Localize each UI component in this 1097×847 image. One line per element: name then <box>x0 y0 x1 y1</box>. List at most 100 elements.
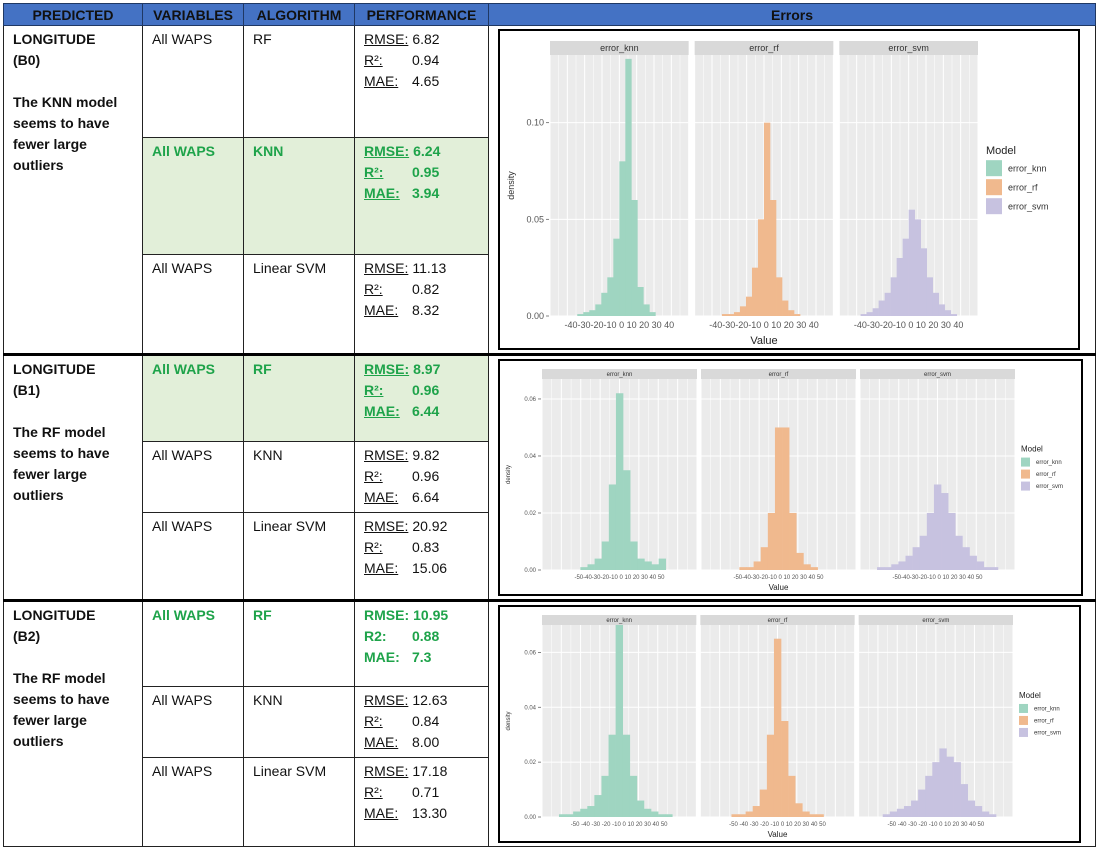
table-row: All WAPS Linear SVM RMSE: 20.92 R²: 0.83 MAE: 1… <box>4 511 1096 602</box>
histogram-bar <box>601 292 608 316</box>
histogram-bar <box>607 277 614 316</box>
table-row: All WAPS KNN RMSE: 12.63 R²: 0.84 MAE: 8.00 <box>4 686 1096 758</box>
histogram-bar <box>789 512 797 570</box>
metric-value: 11.13 <box>412 260 447 277</box>
metric-label: R²: <box>364 164 384 181</box>
metric-line: RMSE: 10.95 <box>364 605 479 626</box>
metric-value: 0.82 <box>412 281 440 298</box>
histogram-bar <box>615 393 624 570</box>
legend-label: error_knn <box>1036 460 1062 466</box>
histogram-bar <box>891 564 899 570</box>
predicted-target: LONGITUDE <box>13 361 96 377</box>
metric-value: 12.63 <box>412 692 448 709</box>
x-axis-label: Value <box>750 335 777 347</box>
metric-value: 7.3 <box>412 649 432 665</box>
algorithm-cell: RF <box>243 24 355 139</box>
algorithm-cell: KNN <box>243 137 355 256</box>
metric-value: 4.65 <box>412 73 440 89</box>
legend-swatch <box>1021 457 1030 467</box>
histogram-bar <box>920 248 927 316</box>
histogram-bar <box>969 555 977 570</box>
legend-label: error_rf <box>1034 718 1054 724</box>
histogram-bar <box>878 300 885 316</box>
metric-label: MAE: <box>364 403 400 419</box>
facet-strip <box>550 41 689 55</box>
table-row: All WAPS KNN RMSE: 6.24 R²: 0.95 MAE: 3.94 <box>4 137 1096 256</box>
histogram-bar <box>759 789 768 817</box>
metric-line: MAE: 3.94 <box>364 183 479 204</box>
histogram-bar <box>619 161 626 316</box>
histogram-bar <box>746 567 754 570</box>
histogram-bar <box>637 287 644 316</box>
metric-line: MAE: 8.00 <box>364 732 479 753</box>
facet-strip <box>839 41 978 55</box>
metric-line: RMSE: 17.18 <box>364 761 479 782</box>
performance-cell: RMSE: 12.63 R²: 0.84 MAE: 8.00 <box>354 686 489 758</box>
legend-swatch <box>1019 703 1028 713</box>
header-algorithm: ALGORITHM <box>243 3 355 26</box>
metric-value: 13.30 <box>412 804 448 821</box>
metric-line: RMSE: 9.82 <box>364 445 479 466</box>
histogram-bar <box>580 567 588 570</box>
performance-cell: RMSE: 6.82 R²: 0.94 MAE: 4.65 <box>354 24 489 139</box>
y-tick-label: 0.04 <box>524 454 536 460</box>
histogram-bar <box>727 314 735 316</box>
table-body: LONGITUDE (B0) The KNN model seems to have f… <box>3 24 1096 847</box>
metric-label: MAE: <box>364 734 399 751</box>
results-table-page: PREDICTED VARIABLES ALGORITHM PERFORMANC… <box>3 3 1096 847</box>
facet-strip <box>858 615 1013 625</box>
histogram-bar <box>752 806 761 817</box>
legend-label: error_svm <box>1034 730 1061 736</box>
histogram-bar <box>658 558 667 570</box>
metric-value: 0.96 <box>412 468 440 485</box>
errors-chart-cell: density 0.00 0.02 0.04 0.06 error_knn -50 -40 … <box>488 599 1096 847</box>
histogram-bar <box>889 811 898 817</box>
histogram-bar <box>877 567 885 570</box>
histogram-bar <box>802 811 810 817</box>
histogram-bar <box>902 238 909 316</box>
facet-strip-label: error_rf <box>749 43 779 53</box>
x-axis-label: Value <box>769 583 789 592</box>
histogram-bar <box>919 535 928 570</box>
histogram-bar <box>948 512 956 570</box>
metric-line: R²: 0.95 <box>364 162 479 183</box>
predicted-building: (B0) <box>13 52 41 68</box>
histogram-bar <box>753 561 762 570</box>
metric-label: RMSE: <box>364 361 410 377</box>
histogram-bar <box>912 547 921 570</box>
spacer <box>13 71 133 92</box>
variables-cell: All WAPS <box>142 756 244 847</box>
histogram-bar <box>990 567 999 570</box>
x-axis-label: Value <box>768 830 788 839</box>
legend-swatch <box>986 160 1002 177</box>
metric-value: 17.18 <box>412 762 448 779</box>
histogram-bar <box>860 314 867 316</box>
histogram-bar <box>739 306 747 316</box>
y-tick-label: 0.02 <box>524 511 536 517</box>
metric-line: MAE: 6.64 <box>364 487 479 508</box>
histogram-bar <box>623 470 631 570</box>
histogram-bar <box>630 541 638 570</box>
histogram-bar <box>974 806 983 817</box>
histogram-bar <box>898 561 906 570</box>
metric-label: RMSE: <box>364 607 410 623</box>
header-row: PREDICTED VARIABLES ALGORITHM PERFORMANC… <box>3 3 1096 26</box>
metric-line: R²: 0.96 <box>364 380 479 401</box>
predicted-target: LONGITUDE <box>13 31 96 47</box>
y-axis-label: density <box>506 711 512 730</box>
histogram-bar <box>751 267 759 316</box>
histogram-bar <box>625 58 632 316</box>
x-tick-label: -50 -40 -30 -20 -10 0 10 20 30 40 50 <box>729 822 826 828</box>
histogram-bar <box>637 558 645 570</box>
x-tick-label: -40-30-20-10 0 10 20 30 40 <box>565 320 675 330</box>
metric-value: 8.32 <box>412 302 440 319</box>
histogram-bar <box>601 541 610 570</box>
histogram-bar <box>738 814 746 817</box>
facet-strip <box>542 369 697 379</box>
histogram-bar <box>629 775 638 817</box>
variables-cell: All WAPS <box>142 598 244 688</box>
metric-value: 0.83 <box>412 538 440 555</box>
metric-line: RMSE: 8.97 <box>364 359 479 380</box>
metric-line: MAE: 8.32 <box>364 300 479 321</box>
metric-line: R²: 0.96 <box>364 466 479 487</box>
